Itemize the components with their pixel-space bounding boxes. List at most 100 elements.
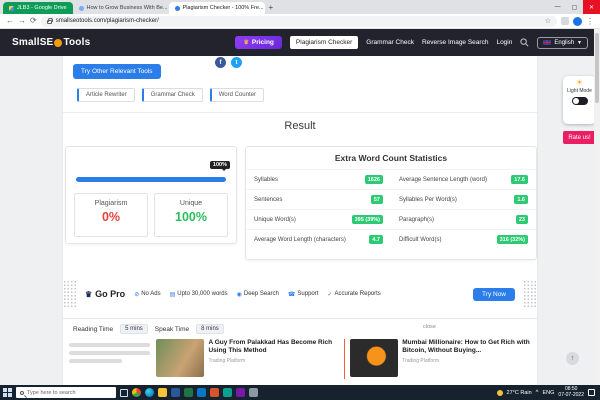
words-icon: ▤ <box>169 291 176 298</box>
notification-center-icon[interactable] <box>588 389 595 396</box>
try-now-button[interactable]: Try Now <box>473 287 515 301</box>
feature-word-limit: ▤ Upto 30,000 words <box>169 291 228 298</box>
minimize-button[interactable]: — <box>554 4 561 10</box>
reload-icon[interactable]: ⟳ <box>30 16 37 25</box>
time-estimates: Reading Time 5 mins Speak Time 8 mins <box>73 324 224 334</box>
stats-row: Syllables 1626 Average Sentence Length (w… <box>246 169 536 189</box>
clock-date: 07-07-2022 <box>558 391 584 398</box>
ad-body: A Guy From Palakkad Has Become Rich Usin… <box>208 339 339 377</box>
forward-icon[interactable]: → <box>18 16 26 25</box>
header-nav: ♛ Pricing Plagiarism Checker Grammar Che… <box>235 36 588 49</box>
nav-reverse-image-search[interactable]: Reverse Image Search <box>421 39 489 46</box>
mail-icon[interactable] <box>197 388 206 397</box>
close-button[interactable]: ✕ <box>583 0 600 14</box>
nav-plagiarism-checker[interactable]: Plagiarism Checker <box>289 36 359 49</box>
pricing-button[interactable]: ♛ Pricing <box>235 36 282 49</box>
weather-text[interactable]: 27°C Rain <box>506 389 532 396</box>
progress-bar <box>76 177 226 182</box>
taskbar-search[interactable]: Type here to search <box>16 387 116 398</box>
stat-badge: 1.6 <box>514 195 528 204</box>
ad-item[interactable]: Mumbai Millionaire: How to Get Rich with… <box>350 339 533 377</box>
logo-magnifier-icon <box>54 38 63 47</box>
twitter-share-button[interactable]: t <box>231 57 242 68</box>
reports-icon: ✓ <box>327 291 333 298</box>
site-logo[interactable]: Small SE Tools <box>12 37 90 48</box>
facebook-share-button[interactable]: f <box>215 57 226 68</box>
support-icon: ☎ <box>287 291 296 298</box>
rate-us-button[interactable]: Rate us! <box>563 131 596 144</box>
browser-tab-drive[interactable]: JLB3 - Google Drive <box>3 2 73 14</box>
weather-icon <box>496 389 503 396</box>
app-icon[interactable] <box>210 388 219 397</box>
taskbar-clock[interactable]: 08:50 07-07-2022 <box>558 386 584 399</box>
nav-login[interactable]: Login <box>496 39 513 46</box>
ad-close-button[interactable]: close <box>423 324 436 330</box>
tab-label: JLB3 - Google Drive <box>17 5 67 11</box>
bookmark-star-icon[interactable]: ☆ <box>544 18 551 25</box>
try-other-tools-button[interactable]: Try Other Relevant Tools <box>73 64 161 79</box>
lock-icon <box>46 18 54 24</box>
stat-label: Average Sentence Length (word) <box>399 176 487 183</box>
maximize-button[interactable]: ▢ <box>571 4 578 11</box>
back-icon[interactable]: ← <box>6 16 14 25</box>
tool-grammar-check[interactable]: Grammar Check <box>141 88 203 102</box>
nav-grammar-check[interactable]: Grammar Check <box>366 39 414 46</box>
ad-title: A Guy From Palakkad Has Become Rich Usin… <box>208 339 333 355</box>
system-tray: 27°C Rain ^ ENG 08:50 07-07-2022 <box>496 386 597 399</box>
app-icon[interactable] <box>223 388 232 397</box>
stats-title: Extra Word Count Statistics <box>334 153 448 163</box>
browser-tab-active[interactable]: Plagiarism Checker - 100% Fre... <box>168 2 265 14</box>
light-mode-widget: ☀ Light Mode <box>563 76 596 124</box>
new-tab-button[interactable]: + <box>268 3 274 12</box>
ad-title: Mumbai Millionaire: How to Get Rich with… <box>402 339 530 355</box>
url-text: smallseotools.com/plagiarism-checker/ <box>55 18 159 24</box>
start-button[interactable] <box>3 388 12 397</box>
crown-icon: ♛ <box>85 289 93 299</box>
stat-badge: 395 (39%) <box>351 215 383 224</box>
profile-avatar[interactable] <box>573 16 582 26</box>
dotted-decoration <box>63 280 77 308</box>
feature-accurate-reports: ✓ Accurate Reports <box>327 291 381 298</box>
language-indicator[interactable]: ENG <box>542 389 555 396</box>
uk-flag-icon <box>543 40 552 45</box>
search-placeholder: Type here to search <box>27 389 76 396</box>
edge-icon[interactable] <box>145 388 154 397</box>
stat-badge: 1626 <box>364 175 383 184</box>
app-icon[interactable] <box>236 388 245 397</box>
url-field[interactable]: smallseotools.com/plagiarism-checker/ ☆ <box>40 15 557 27</box>
ad-body: Mumbai Millionaire: How to Get Rich with… <box>402 339 533 377</box>
stat-badge: 4.7 <box>369 235 383 244</box>
plagiarism-label: Plagiarism <box>94 200 128 207</box>
file-explorer-icon[interactable] <box>158 388 167 397</box>
excel-icon[interactable] <box>184 388 193 397</box>
tool-word-counter[interactable]: Word Counter <box>209 88 264 102</box>
ad-item[interactable]: A Guy From Palakkad Has Become Rich Usin… <box>156 339 339 377</box>
no-ads-icon: ⊘ <box>134 291 140 298</box>
light-mode-toggle[interactable] <box>571 96 588 105</box>
browser-menu-icon[interactable]: ⋮ <box>586 16 594 26</box>
feature-support: ☎ Support <box>287 291 319 298</box>
tool-article-rewriter[interactable]: Article Rewriter <box>77 88 135 102</box>
extensions-icon[interactable] <box>561 17 569 25</box>
stat-label: Sentences <box>254 196 283 203</box>
search-icon[interactable] <box>520 38 529 47</box>
go-pro-banner: ♛ Go Pro ⊘ No Ads ▤ Upto 30,000 words ◉ Dee… <box>63 280 537 308</box>
scrollbar-thumb[interactable] <box>595 33 599 103</box>
stats-row: Sentences 57 Syllables Per Word(s) 1.6 <box>246 189 536 209</box>
scroll-to-top-button[interactable]: ↑ <box>566 352 579 365</box>
logo-text-tools: Tools <box>63 37 91 48</box>
ad-text-placeholder <box>67 339 156 367</box>
text-line <box>69 343 151 347</box>
relevant-tools-row: Article Rewriter Grammar Check Word Coun… <box>77 88 264 102</box>
browser-tab-article[interactable]: How to Grow Business With Be... <box>73 2 169 14</box>
unique-value: 100% <box>175 210 207 224</box>
text-line <box>69 351 151 355</box>
task-view-icon[interactable] <box>120 388 128 397</box>
drive-favicon-icon <box>9 5 14 11</box>
app-icon[interactable] <box>249 388 258 397</box>
chrome-icon[interactable] <box>132 388 141 397</box>
tray-expand-icon[interactable]: ^ <box>535 389 539 396</box>
browser-tab-strip: JLB3 - Google Drive How to Grow Business… <box>0 0 600 14</box>
language-selector[interactable]: English ▼ <box>537 36 588 49</box>
word-icon[interactable] <box>171 388 180 397</box>
